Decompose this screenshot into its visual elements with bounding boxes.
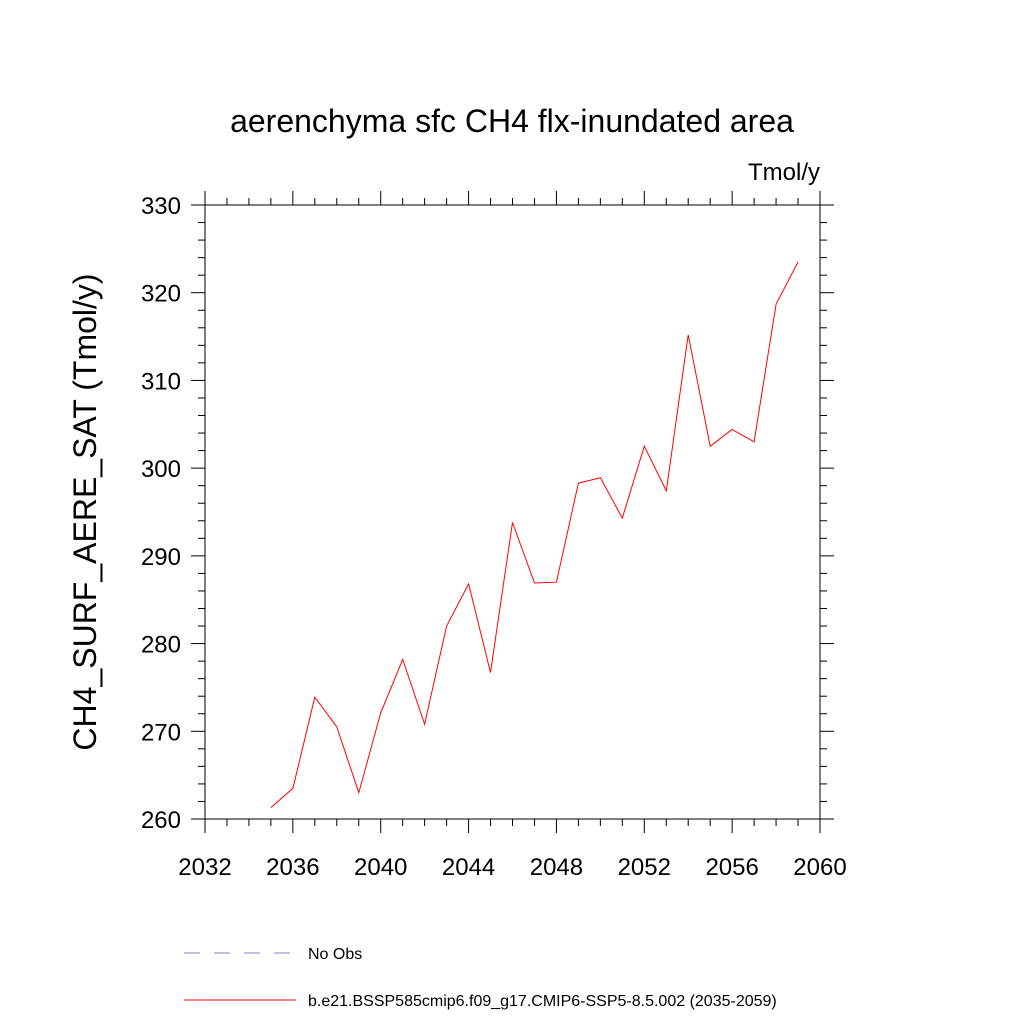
- y-tick-label: 260: [141, 807, 181, 834]
- x-tick-label: 2040: [354, 854, 407, 881]
- y-tick-label: 270: [141, 719, 181, 746]
- x-tick-label: 2032: [178, 854, 231, 881]
- x-tick-label: 2044: [442, 854, 495, 881]
- minor-ticks: [198, 198, 827, 826]
- y-tick-label: 300: [141, 456, 181, 483]
- x-tick-label: 2048: [530, 854, 583, 881]
- y-tick-label: 290: [141, 544, 181, 571]
- series-line-model: [270, 261, 799, 808]
- y-tick-label: 310: [141, 368, 181, 395]
- legend-label-model: b.e21.BSSP585cmip6.f09_g17.CMIP6-SSP5-8.…: [308, 993, 777, 1010]
- major-ticks: [191, 191, 834, 833]
- units-label: Tmol/y: [748, 159, 820, 186]
- x-tick-label: 2056: [705, 854, 758, 881]
- y-tick-label: 330: [141, 193, 181, 220]
- y-tick-label: 280: [141, 632, 181, 659]
- x-tick-labels: 2032 2036 2040 2044 2048 2052 2056 2060: [178, 854, 846, 881]
- x-tick-label: 2052: [618, 854, 671, 881]
- legend-label-obs: No Obs: [308, 946, 362, 963]
- x-tick-label: 2036: [266, 854, 319, 881]
- plot-frame: [204, 204, 821, 820]
- legend: No Obs b.e21.BSSP585cmip6.f09_g17.CMIP6-…: [184, 946, 777, 1010]
- y-tick-labels: 260 270 280 290 300 310 320 330: [141, 193, 181, 834]
- x-tick-label: 2060: [793, 854, 846, 881]
- chart-title: aerenchyma sfc CH4 flx-inundated area: [230, 103, 794, 139]
- y-axis-label: CH4_SURF_AERE_SAT (Tmol/y): [67, 273, 103, 750]
- y-tick-label: 320: [141, 281, 181, 308]
